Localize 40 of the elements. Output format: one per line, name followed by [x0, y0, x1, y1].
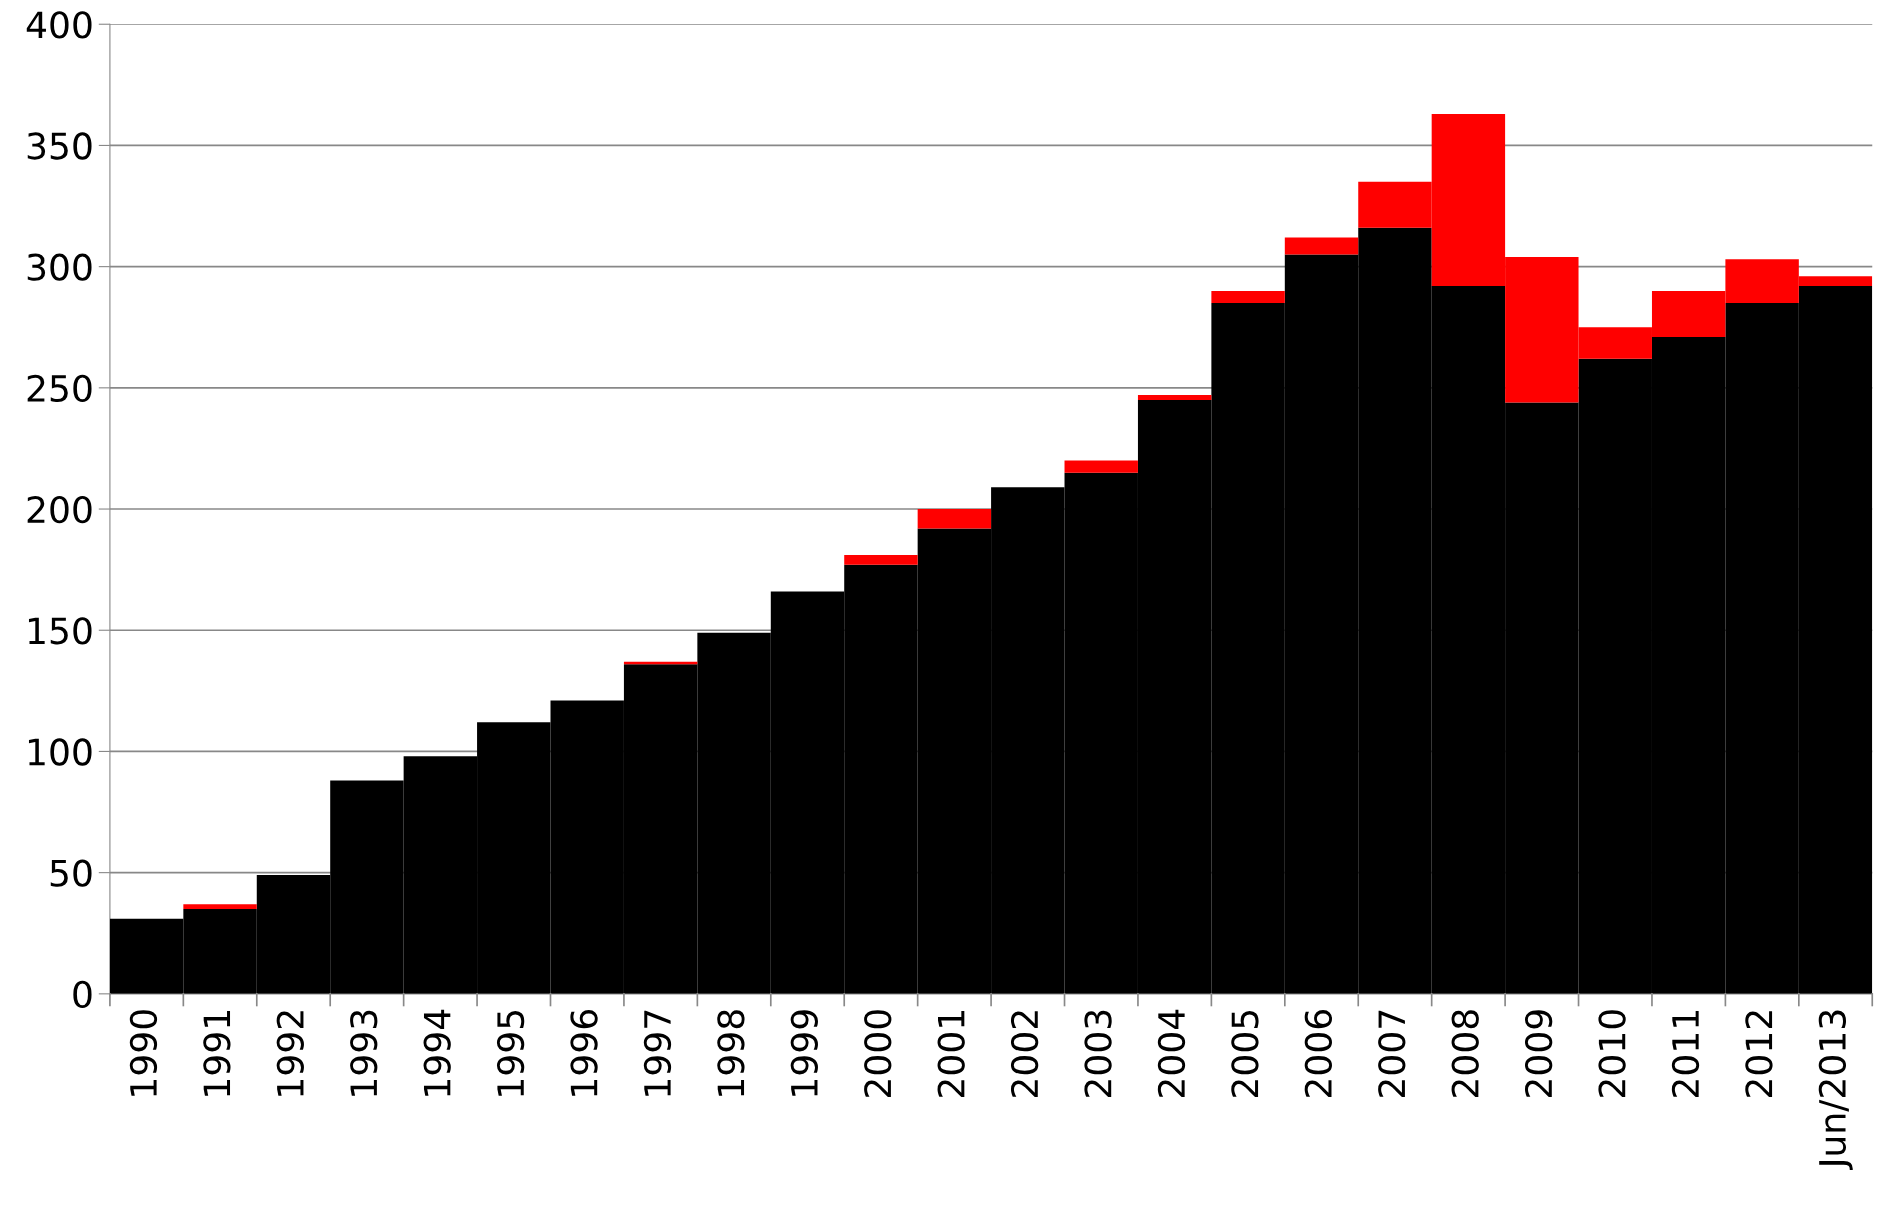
x-tick-label: 1993 — [350, 1010, 378, 1096]
x-tick-label: 2009 — [1524, 1010, 1553, 1097]
y-tick-label: 100 — [28, 738, 92, 766]
x-tick-label: 1992 — [276, 1011, 304, 1096]
x-tick-label: 2001 — [937, 1011, 965, 1097]
y-tick-label: 150 — [28, 617, 92, 645]
x-tick-label: 2010 — [1598, 1010, 1626, 1097]
x-tick-label: 1994 — [423, 1009, 451, 1096]
bar — [1284, 237, 1359, 255]
x-tick-label: 1995 — [496, 1010, 525, 1096]
bar — [1064, 460, 1138, 473]
x-tick-label: 2004 — [1157, 1009, 1186, 1097]
x-tick-label: 1996 — [570, 1010, 598, 1096]
x-tick-label: 1997 — [643, 1010, 672, 1096]
y-tick-label: 50 — [50, 859, 92, 887]
y-tick-label: 250 — [27, 374, 92, 403]
x-tick-label: 2000 — [864, 1010, 892, 1097]
y-tick-label: 0 — [73, 980, 92, 1009]
x-tick-label: Jun/2013 — [1818, 1010, 1853, 1171]
y-tick-label: 300 — [27, 253, 92, 281]
bar — [844, 555, 918, 565]
x-tick-label: 1991 — [203, 1011, 231, 1096]
x-tick-label: 2012 — [1745, 1011, 1773, 1097]
x-tick-label: 2008 — [1451, 1010, 1479, 1097]
x-tick-label: 1990 — [129, 1010, 158, 1096]
y-tick-label: 350 — [27, 132, 92, 160]
bar — [1211, 290, 1285, 303]
bar — [183, 904, 257, 909]
x-tick-label: 2011 — [1671, 1011, 1700, 1097]
y-tick-label: 200 — [27, 495, 92, 524]
x-tick-label: 1999 — [790, 1010, 818, 1096]
y-tick-label: 400 — [26, 11, 92, 39]
x-tick-label: 2006 — [1304, 1010, 1332, 1097]
x-tick-label: 1998 — [717, 1010, 745, 1096]
x-tick-label: 2003 — [1084, 1010, 1112, 1097]
x-tick-label: 2002 — [1010, 1011, 1039, 1097]
bar — [1137, 395, 1212, 400]
bar — [917, 509, 992, 529]
x-tick-label: 2007 — [1378, 1010, 1406, 1097]
x-tick-label: 2005 — [1231, 1010, 1259, 1097]
